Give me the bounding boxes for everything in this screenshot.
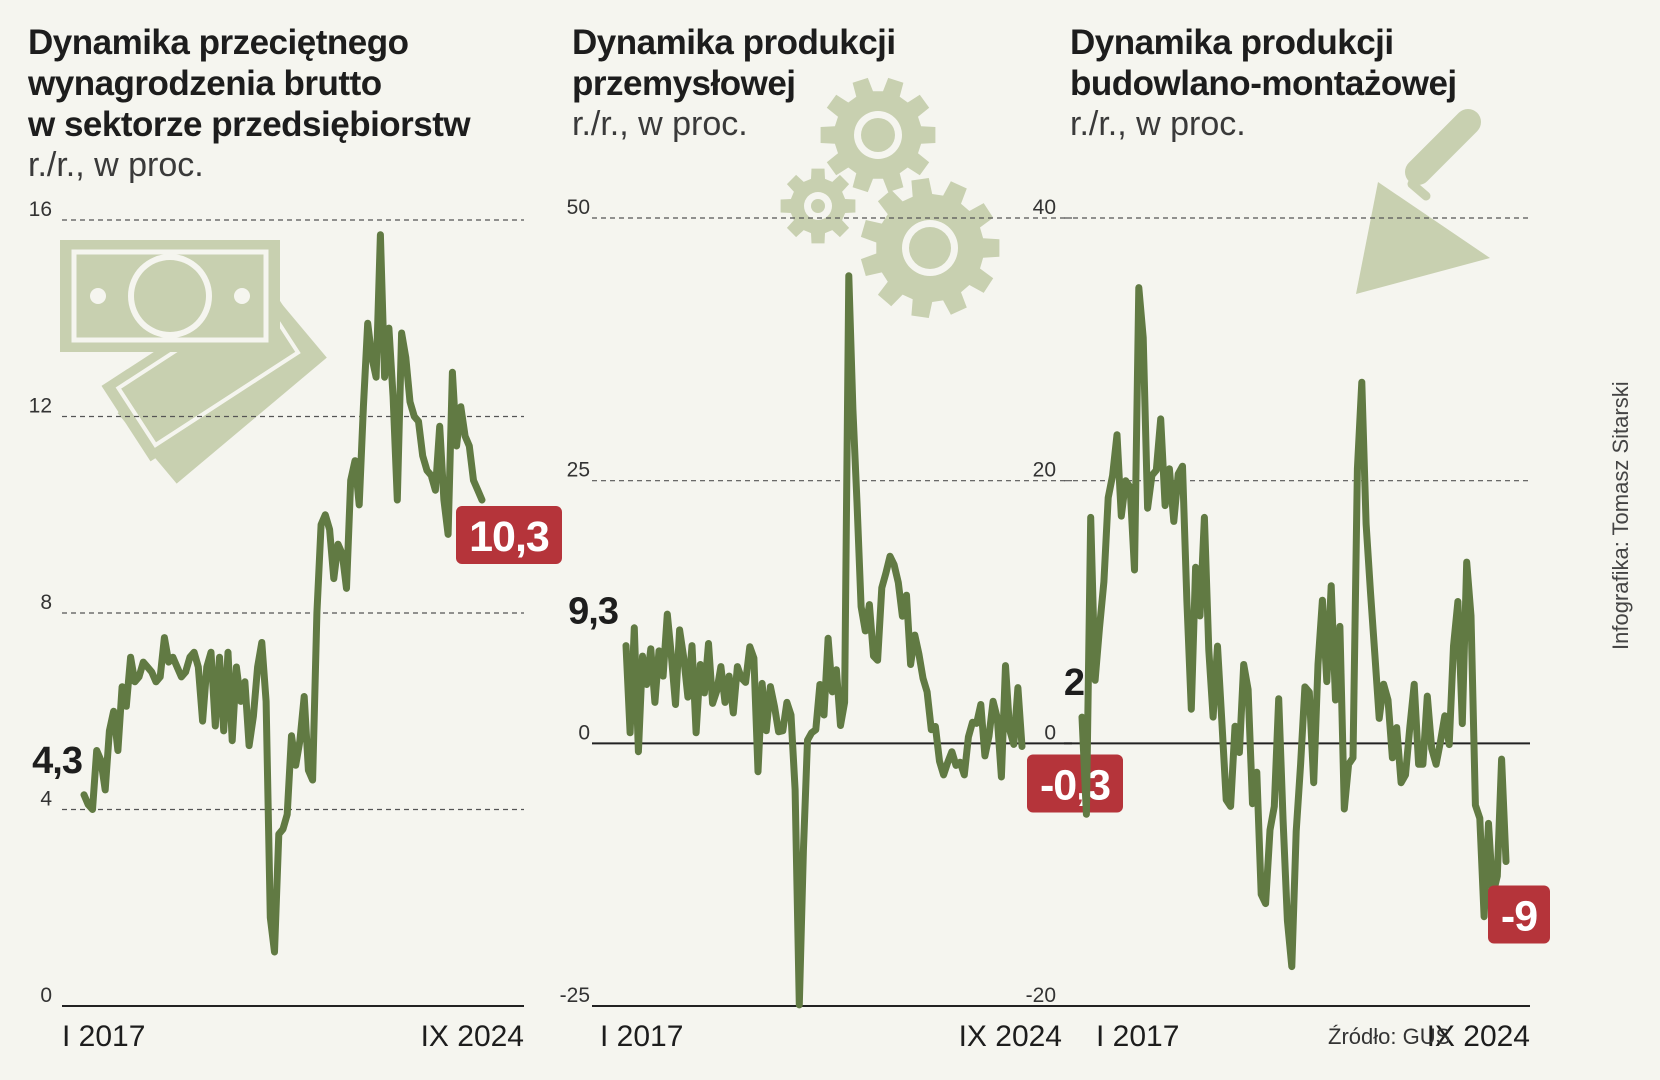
x-end-label: IX 2024: [421, 1020, 524, 1053]
x-start-label: I 2017: [600, 1020, 683, 1053]
money-icon: [60, 240, 327, 484]
x-end-label: IX 2024: [1427, 1020, 1530, 1053]
chart-subtitle: r./r., w proc.: [1070, 105, 1246, 143]
title-line: Dynamika przeciętnego: [28, 23, 409, 62]
y-tick-label: -25: [560, 984, 590, 1007]
title-line: w sektorze przedsiębiorstw: [28, 105, 471, 144]
chart-subtitle: r./r., w proc.: [572, 105, 748, 143]
end-value-label: -9: [1501, 893, 1537, 941]
y-tick-label: 0: [578, 721, 590, 744]
title-line: budowlano-montażowej: [1070, 64, 1457, 103]
x-start-label: I 2017: [1096, 1020, 1179, 1053]
infographic-credit: Infografika: Tomasz Sitarski: [1608, 381, 1633, 650]
end-value-badge: [1027, 754, 1123, 813]
y-tick-label: 16: [29, 198, 52, 221]
chart-panel-wages: 0 4 8 12 16 4,3 10,3 I 2017 IX 2024 Dynamika prz…: [0, 0, 562, 1080]
gear-hub: [909, 227, 951, 269]
end-value-badge: [456, 506, 562, 565]
gear-hub: [861, 118, 895, 152]
chart-construction: -20 0 20 40 2 -9 I 2017 IX 2024: [1026, 109, 1550, 1053]
x-end-label: IX 2024: [959, 1020, 1062, 1053]
start-value-label: 9,3: [568, 591, 618, 633]
trowel-icon: [1356, 109, 1490, 294]
data-source: Źródło: GUS: [1328, 1024, 1451, 1049]
y-tick-label: 4: [40, 788, 52, 811]
y-tick-label: 20: [1033, 459, 1056, 482]
end-value-label: -0,3: [1040, 761, 1110, 809]
chart-title-wages: Dynamika przeciętnego wynagrodzenia brut…: [28, 22, 471, 186]
chart-title-construction: Dynamika produkcji budowlano-montażowej …: [1070, 22, 1457, 145]
series-line: [80, 231, 486, 956]
gears-icon: [780, 77, 1000, 318]
chart-wages: 0 4 8 12 16 4,3 10,3 I 2017 IX 2024: [29, 198, 562, 1053]
series-line: [622, 272, 1026, 1009]
chart-subtitle: r./r., w proc.: [28, 146, 204, 184]
y-tick-label: 0: [40, 984, 52, 1007]
chart-panel-industry: -25 0 25 50 9,3 -0,3 I 2017 IX 2024 Dynamika pr…: [560, 0, 1130, 1080]
gear-hub: [811, 199, 825, 213]
title-line: Dynamika produkcji: [572, 23, 896, 62]
y-tick-label: 8: [40, 591, 52, 614]
x-start-label: I 2017: [62, 1020, 145, 1053]
y-tick-label: 50: [567, 196, 590, 219]
y-tick-label: 0: [1044, 721, 1056, 744]
y-tick-label: -20: [1026, 984, 1056, 1007]
y-tick-label: 12: [29, 395, 52, 418]
title-line: Dynamika produkcji: [1070, 23, 1394, 62]
chart-industry: -25 0 25 50 9,3 -0,3 I 2017 IX 2024: [560, 77, 1123, 1053]
chart-panel-construction: -20 0 20 40 2 -9 I 2017 IX 2024 Dynamika produk…: [1026, 0, 1660, 1080]
start-value-label: 4,3: [32, 740, 82, 782]
title-line: wynagrodzenia brutto: [28, 64, 382, 103]
series-line: [1078, 284, 1510, 971]
end-value-badge: [1488, 885, 1550, 944]
y-tick-label: 40: [1033, 196, 1056, 219]
start-value-label: 2: [1064, 662, 1084, 704]
chart-title-industry: Dynamika produkcji przemysłowej r./r., w…: [572, 22, 896, 145]
end-value-label: 10,3: [469, 513, 549, 561]
title-line: przemysłowej: [572, 64, 796, 103]
y-tick-label: 25: [567, 459, 590, 482]
